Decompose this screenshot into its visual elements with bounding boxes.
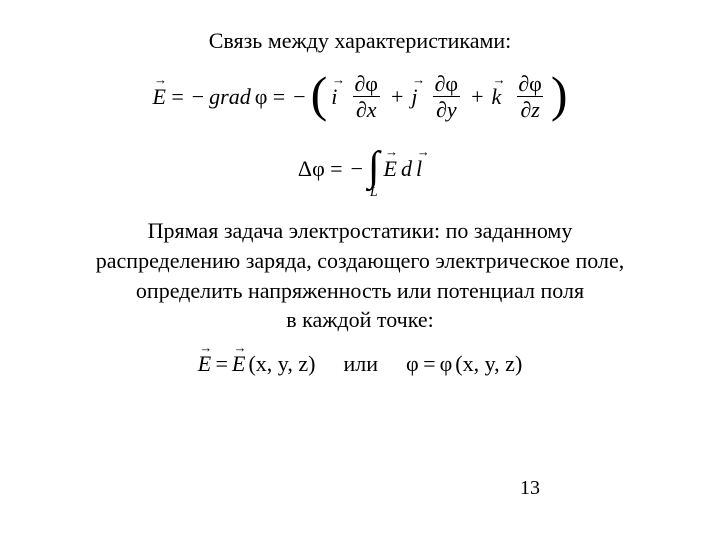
- vector-E: E: [152, 84, 165, 110]
- para-line: определить напряженность или потенциал п…: [40, 276, 680, 306]
- right-paren: ): [551, 72, 568, 117]
- phi-of-xyz: φ = φ (x, y, z): [406, 351, 522, 377]
- vector-E: E: [384, 156, 397, 182]
- numerator: ∂φ: [351, 72, 381, 96]
- integral-lower: L: [370, 187, 378, 198]
- formula-grad: E = − grad φ = − ( i ∂φ ∂x + j ∂φ ∂y + k…: [40, 72, 680, 121]
- eq-text: =: [214, 351, 229, 377]
- dphi-dy: ∂φ ∂y: [432, 72, 462, 121]
- phi: φ: [440, 351, 453, 377]
- left-paren: (: [311, 72, 328, 117]
- para-line: распределению заряда, создающего электри…: [40, 246, 680, 276]
- vector-l: l: [416, 156, 422, 182]
- unit-j: j: [411, 84, 417, 110]
- formula-integral: Δφ = − ∫ L E d l: [40, 139, 680, 198]
- numerator: ∂φ: [515, 72, 545, 96]
- page-content: Связь между характеристиками: E = − grad…: [0, 0, 720, 377]
- denominator: ∂z: [517, 96, 542, 121]
- plus: +: [471, 84, 483, 110]
- args: (x, y, z): [455, 351, 522, 377]
- paragraph: Прямая задача электростатики: по заданно…: [40, 216, 680, 335]
- eq-text: =: [422, 351, 437, 377]
- eq-text: = −: [329, 156, 364, 182]
- d-text: d: [401, 156, 412, 182]
- para-line: Прямая задача электростатики: по заданно…: [40, 216, 680, 246]
- dphi-dz: ∂φ ∂z: [515, 72, 545, 121]
- grad-text: grad: [209, 84, 251, 110]
- eq-text: = −: [271, 84, 306, 110]
- args: (x, y, z): [248, 351, 315, 377]
- E-of-xyz: E = E (x, y, z): [198, 351, 316, 377]
- title: Связь между характеристиками:: [40, 28, 680, 54]
- or-text: или: [343, 351, 378, 377]
- page-number: 13: [520, 477, 540, 500]
- eq-text: = −: [170, 84, 205, 110]
- integral-sign: ∫ L: [368, 139, 380, 198]
- denominator: ∂y: [433, 96, 460, 121]
- para-line: в каждой точке:: [40, 305, 680, 335]
- numerator: ∂φ: [432, 72, 462, 96]
- formula-functions: E = E (x, y, z) или φ = φ (x, y, z): [40, 351, 680, 377]
- vector-E: E: [198, 351, 211, 377]
- delta-phi: Δφ: [298, 156, 325, 182]
- plus: +: [391, 84, 403, 110]
- phi: φ: [255, 84, 268, 110]
- dphi-dx: ∂φ ∂x: [351, 72, 381, 121]
- unit-k: k: [492, 84, 502, 110]
- vector-E: E: [232, 351, 245, 377]
- unit-i: i: [331, 84, 337, 110]
- denominator: ∂x: [353, 96, 380, 121]
- phi: φ: [406, 351, 419, 377]
